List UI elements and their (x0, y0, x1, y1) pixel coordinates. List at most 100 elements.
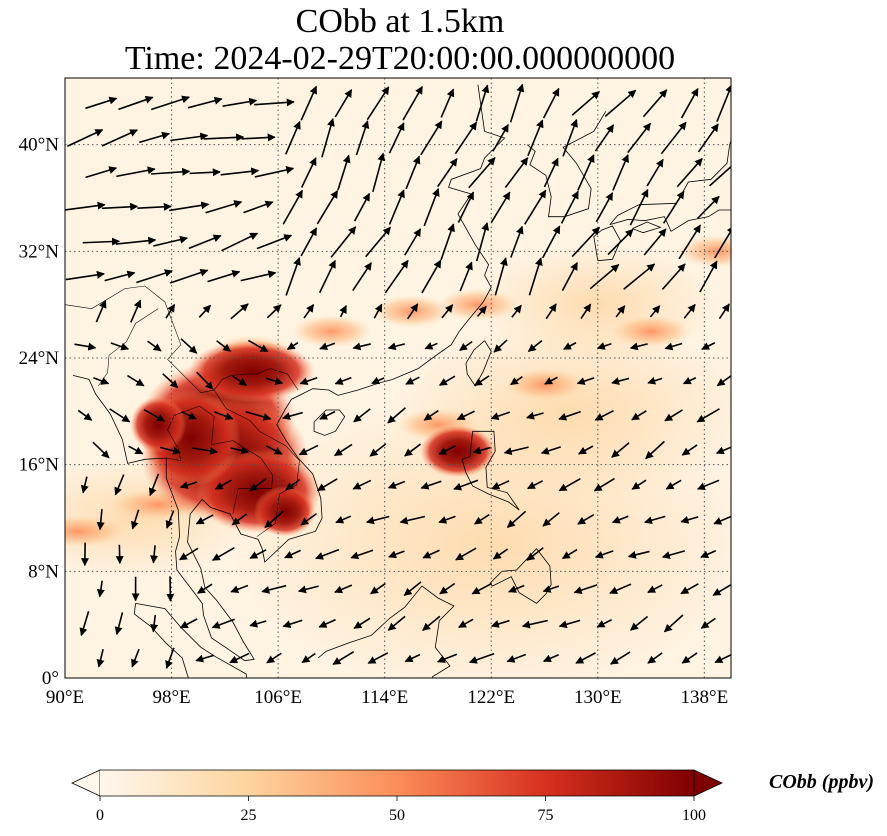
wind-arrow (179, 618, 198, 629)
wind-arrow (593, 477, 615, 492)
wind-arrow (697, 123, 719, 153)
wind-arrow (388, 122, 405, 154)
wind-arrow (475, 84, 490, 122)
wind-arrow (126, 374, 145, 387)
wind-arrow (352, 262, 372, 292)
wind-arrow (104, 270, 136, 282)
wind-arrow (254, 166, 295, 178)
wind-arrow (165, 647, 175, 669)
wind-arrow (492, 123, 509, 152)
wind-arrow (492, 548, 509, 560)
wind-arrow (366, 86, 390, 121)
wind-arrow (203, 133, 245, 142)
wind-arrow (558, 478, 581, 492)
wind-arrow (211, 618, 235, 629)
gridlines (65, 78, 731, 678)
wind-arrow (508, 584, 525, 593)
wind-arrow (319, 342, 336, 350)
wind-vectors (65, 83, 731, 669)
wind-arrow (420, 120, 443, 156)
wind-arrow (165, 510, 175, 529)
wind-arrow (214, 411, 234, 420)
wind-arrow (170, 132, 209, 142)
wind-arrow (718, 303, 730, 320)
wind-arrow (649, 305, 661, 318)
lon-tick-label: 98°E (152, 687, 190, 708)
wind-arrow (455, 547, 477, 561)
wind-arrow (611, 377, 630, 385)
wind-arrow (118, 95, 154, 111)
wind-arrow (631, 410, 647, 421)
wind-arrow (249, 477, 267, 492)
wind-arrow (701, 342, 716, 350)
wind-arrow (74, 342, 97, 351)
wind-arrow (629, 188, 649, 226)
wind-arrow (350, 549, 374, 560)
wind-arrow (438, 445, 456, 455)
wind-arrow (65, 201, 106, 211)
wind-arrow (527, 119, 544, 157)
title-line-2: Time: 2024-02-29T20:00:00.000000000 (124, 40, 676, 77)
colorbar-tick-label: 25 (241, 807, 257, 824)
wind-arrow (249, 619, 267, 628)
wind-arrow (195, 514, 214, 525)
wind-arrow (678, 224, 701, 260)
wind-arrow (187, 96, 223, 109)
wind-arrow (387, 480, 406, 489)
wind-arrow (387, 407, 406, 424)
wind-arrow (240, 270, 277, 282)
wind-arrow (300, 157, 317, 188)
wind-arrow (490, 411, 511, 420)
wind-arrow (594, 409, 614, 421)
wind-arrow (573, 584, 598, 594)
wind-arrow (95, 299, 107, 323)
wind-arrow (315, 548, 340, 560)
wind-arrow (439, 582, 456, 595)
wind-arrow (458, 618, 474, 629)
wind-arrow (571, 226, 601, 258)
wind-arrow (404, 228, 422, 256)
wind-arrow (558, 410, 581, 421)
wind-arrow (179, 481, 198, 489)
wind-arrow (65, 270, 105, 281)
wind-arrow (353, 192, 371, 222)
lon-tick-label: 130°E (574, 687, 622, 708)
wind-arrow (165, 303, 176, 319)
wind-arrow (231, 513, 248, 526)
wind-arrow (214, 479, 232, 490)
wind-arrow (198, 304, 212, 318)
wind-arrow (700, 617, 716, 629)
wind-arrow (282, 619, 303, 629)
wind-arrow (509, 83, 525, 123)
wind-arrow (503, 446, 529, 456)
wind-arrow (528, 257, 543, 296)
wind-arrow (136, 269, 173, 284)
wind-arrow (436, 653, 458, 663)
wind-arrow (421, 259, 442, 294)
wind-arrow (663, 614, 684, 633)
wind-arrow (441, 304, 454, 319)
wind-arrow (131, 648, 140, 668)
wind-arrow (298, 444, 319, 456)
lat-tick-label: 24°N (19, 348, 60, 369)
wind-arrow (169, 268, 209, 284)
wind-arrow (352, 342, 371, 351)
wind-arrow (366, 515, 390, 525)
wind-arrow (646, 158, 664, 187)
wind-arrow (143, 408, 166, 422)
wind-arrow (542, 653, 560, 663)
wind-arrow (676, 157, 703, 188)
wind-arrow (494, 257, 508, 296)
wind-arrow (230, 303, 249, 320)
colorbar-tick-label: 100 (682, 807, 706, 824)
wind-arrow (285, 120, 301, 155)
wind-arrow (438, 375, 456, 386)
wind-arrow (93, 376, 110, 385)
wind-arrow (577, 154, 595, 191)
wind-arrow (423, 188, 440, 227)
wind-arrow (301, 652, 316, 664)
wind-arrow (114, 474, 125, 496)
axis-ticks: 90°E 98°E 106°E 114°E 122°E 130°E 138°E 0° 8°N 16… (19, 135, 729, 708)
wind-arrow (511, 304, 522, 318)
wind-arrow (510, 376, 523, 386)
